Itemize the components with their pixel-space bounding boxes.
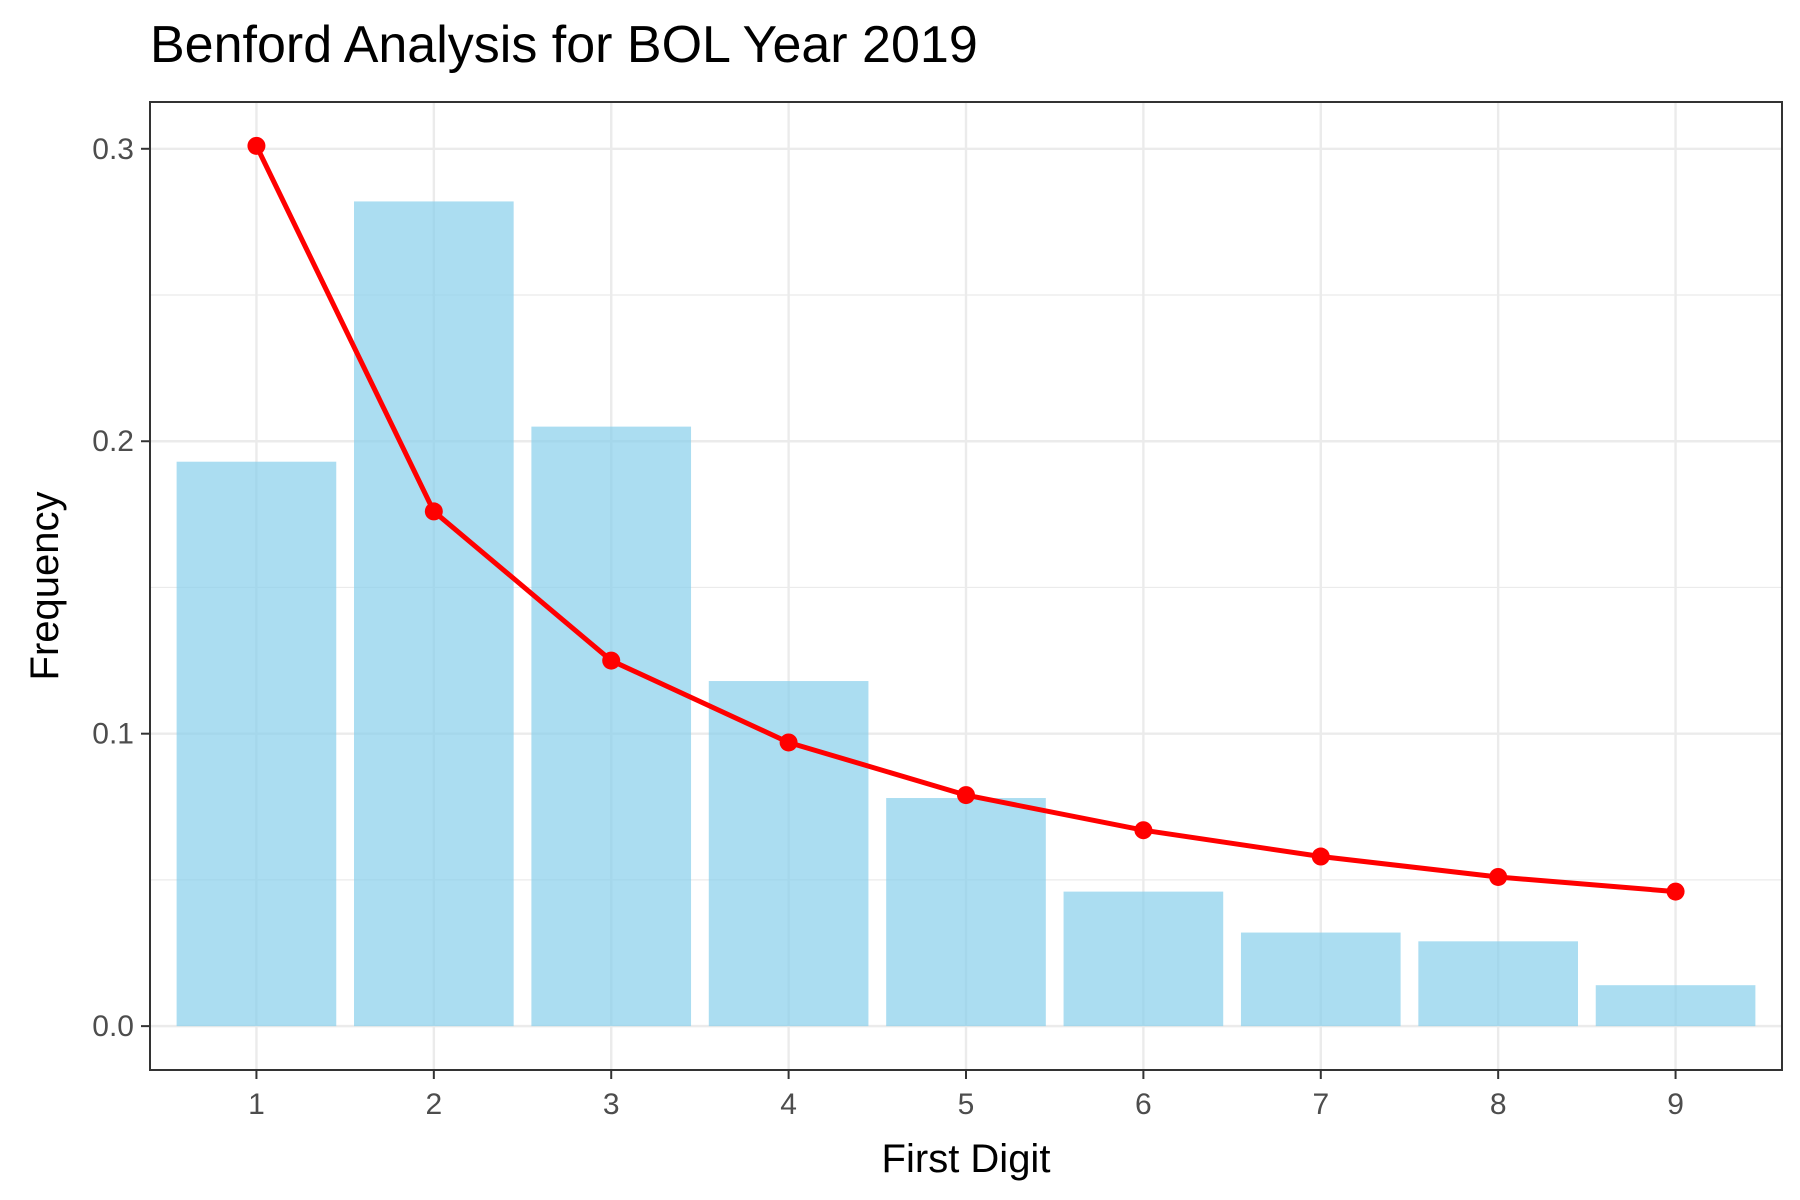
- x-axis: 1 2 3 4 5 6 7 8 9: [248, 1070, 1684, 1121]
- y-axis-title: Frequency: [23, 492, 67, 681]
- x-axis-title: First Digit: [882, 1137, 1051, 1181]
- expected-point-digit-6: [1134, 821, 1153, 840]
- x-tick-label: 7: [1312, 1088, 1329, 1121]
- bar-digit-1: [176, 461, 337, 1027]
- bar-digit-2: [354, 201, 514, 1027]
- y-tick-label: 0.2: [92, 425, 134, 458]
- y-axis: 0.0 0.1 0.2 0.3: [92, 133, 150, 1043]
- bar-digit-6: [1063, 891, 1224, 1027]
- y-tick-label: 0.1: [92, 718, 134, 751]
- observed-bars: [176, 201, 1756, 1027]
- bar-digit-4: [708, 681, 869, 1027]
- expected-point-digit-3: [602, 651, 621, 670]
- expected-point-digit-9: [1666, 882, 1685, 901]
- expected-point-digit-5: [957, 786, 975, 805]
- bar-digit-7: [1240, 932, 1401, 1027]
- bar-digit-8: [1418, 941, 1578, 1027]
- x-tick-label: 8: [1490, 1088, 1507, 1121]
- bar-digit-5: [886, 798, 1046, 1027]
- x-tick-label: 4: [780, 1088, 797, 1121]
- x-tick-label: 3: [603, 1088, 620, 1121]
- bar-digit-9: [1595, 985, 1756, 1027]
- y-tick-label: 0.0: [92, 1010, 134, 1043]
- chart-title: Benford Analysis for BOL Year 2019: [150, 16, 978, 74]
- bar-digit-3: [531, 426, 692, 1027]
- y-tick-label: 0.3: [92, 133, 134, 166]
- x-tick-label: 6: [1135, 1088, 1152, 1121]
- expected-point-digit-7: [1311, 847, 1330, 866]
- expected-point-digit-2: [424, 502, 443, 521]
- expected-points: [247, 136, 1685, 901]
- x-tick-label: 9: [1667, 1088, 1684, 1121]
- x-tick-label: 2: [425, 1088, 442, 1121]
- expected-point-digit-8: [1489, 867, 1508, 886]
- x-tick-label: 5: [958, 1088, 975, 1121]
- x-tick-label: 1: [248, 1088, 265, 1121]
- expected-point-digit-4: [779, 733, 798, 752]
- expected-point-digit-1: [247, 136, 266, 155]
